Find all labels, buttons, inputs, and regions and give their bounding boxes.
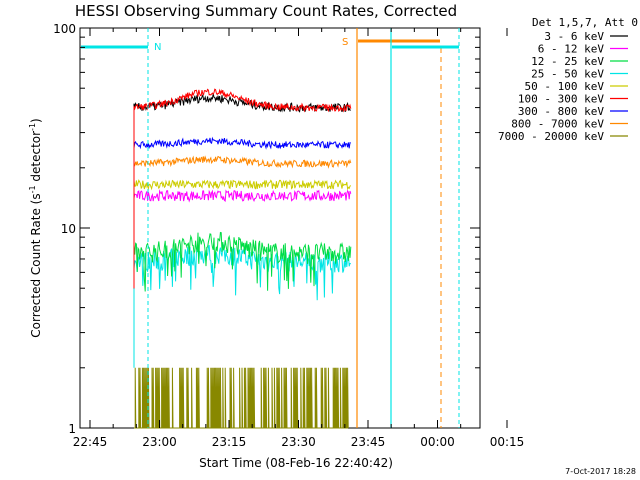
series-line [133,179,352,289]
x-tick-label: 23:45 [351,435,386,449]
legend-entry: 12 - 25 keV [531,55,628,68]
legend-header: Det 1,5,7, Att 0 [532,16,638,29]
x-tick: 00:15 [490,28,525,449]
y-axis-label: Corrected Count Rate (s-1 detector-1) [28,118,43,337]
x-tick: 23:00 [142,28,207,449]
series-line [133,189,352,289]
legend-entry: 100 - 300 keV [518,93,628,106]
annotation-s: S [342,37,348,48]
y-tick-label: 1 [68,422,76,436]
y-tick: 1 [68,422,480,436]
legend-entry: 300 - 800 keV [518,105,628,118]
series-path [133,189,352,289]
x-axis-label: Start Time (08-Feb-16 22:40:42) [199,456,393,470]
series-path-7000-20000 [134,367,349,429]
y-axis-label-mid: detector [29,131,43,186]
x-tick-label: 00:15 [490,435,525,449]
annotation-n: N [154,42,161,53]
legend-label: 25 - 50 keV [531,68,604,81]
series-path [133,179,352,289]
x-tick-label: 00:00 [420,435,455,449]
y-axis-label-end: ) [29,118,43,123]
y-axis-label-sup1: -1 [28,185,37,193]
x-tick-label: 23:30 [281,435,316,449]
legend-entry: 25 - 50 keV [531,68,628,81]
series-line [133,88,352,289]
legend-label: 12 - 25 keV [531,55,604,68]
overlay-layer: N S [81,28,460,428]
x-tick-label: 23:00 [142,435,177,449]
series-line [133,136,352,289]
series-line [133,244,351,368]
x-tick-label: 22:45 [73,435,108,449]
x-tick-label: 23:15 [212,435,247,449]
y-tick-label: 100 [53,22,76,36]
legend-entry: 3 - 6 keV [544,30,628,43]
series-path [133,88,352,289]
legend-label: 6 - 12 keV [538,43,605,56]
series-path [133,155,352,289]
legend-entry: 7000 - 20000 keV [498,130,628,143]
y-tick: 100 [53,22,480,36]
legend-label: 7000 - 20000 keV [498,130,604,143]
legend-label: 800 - 7000 keV [511,118,604,131]
y-axis: 1 10 100 [53,22,480,436]
x-tick: 23:15 [212,28,276,449]
x-tick: 00:00 [420,28,462,449]
legend-entry: 6 - 12 keV [538,43,628,56]
legend-label: 50 - 100 keV [525,80,605,93]
y-tick-label: 10 [61,222,76,236]
footer-date: 7-Oct-2017 18:28 [565,467,636,476]
series-path [133,136,352,289]
legend-label: 300 - 800 keV [518,105,604,118]
x-tick: 23:45 [351,28,415,449]
legend-label: 3 - 6 keV [544,30,604,43]
legend-entry: 800 - 7000 keV [511,118,628,131]
x-tick: 23:30 [281,28,346,449]
legend-entry: 50 - 100 keV [525,80,628,93]
y-axis-label-sup2: -1 [28,123,37,131]
series-path [133,231,352,292]
y-axis-label-main: Corrected Count Rate (s [29,193,43,337]
series-line [134,367,349,429]
series-line [133,231,352,292]
series-layer [133,88,352,429]
y-tick: 10 [61,222,480,236]
legend-label: 100 - 300 keV [518,93,604,106]
series-path [133,244,351,368]
x-axis: 22:45 23:00 23:15 23:30 23:45 00:00 00:15 [73,28,525,449]
series-line [133,155,352,289]
plot-area: N S [79,27,481,429]
x-tick: 22:45 [73,28,137,449]
chart-title: HESSI Observing Summary Count Rates, Cor… [75,2,457,20]
